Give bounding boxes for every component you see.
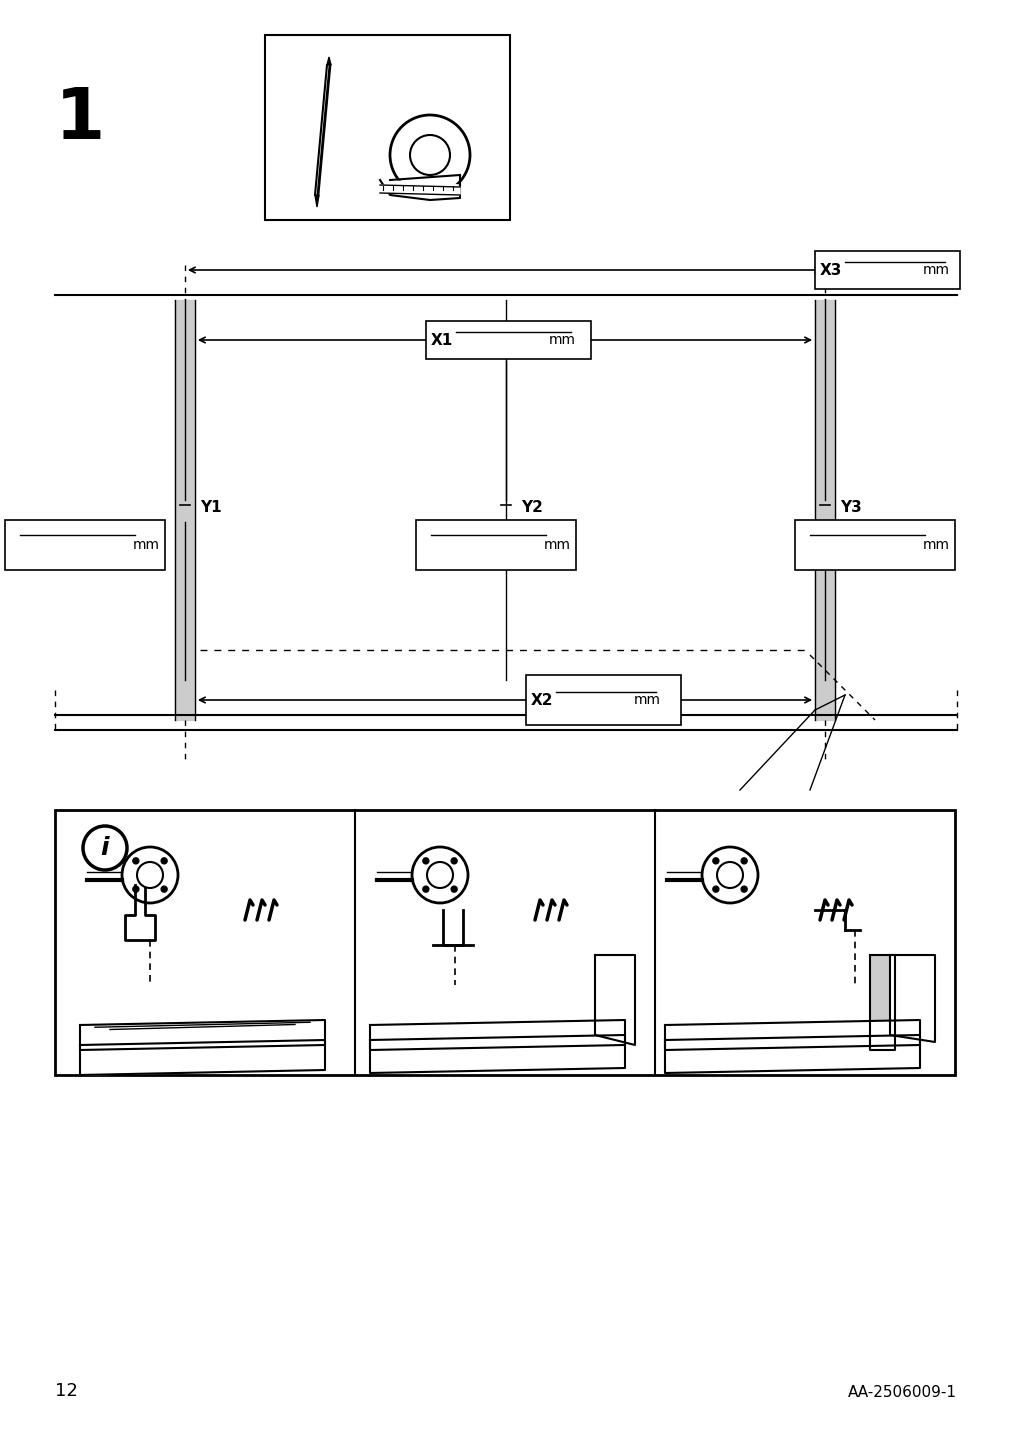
FancyBboxPatch shape (526, 674, 680, 725)
Circle shape (161, 858, 167, 863)
Circle shape (389, 115, 469, 195)
FancyBboxPatch shape (426, 321, 590, 359)
Text: X1: X1 (431, 332, 453, 348)
Text: 12: 12 (55, 1382, 78, 1400)
Polygon shape (889, 955, 934, 1042)
Polygon shape (664, 1020, 919, 1050)
Text: mm: mm (132, 538, 160, 551)
Circle shape (122, 846, 178, 904)
Circle shape (83, 826, 126, 871)
Circle shape (451, 886, 457, 892)
FancyBboxPatch shape (814, 251, 959, 289)
Circle shape (132, 858, 139, 863)
FancyBboxPatch shape (5, 520, 165, 570)
Polygon shape (594, 955, 634, 1045)
Text: Y3: Y3 (839, 500, 861, 516)
Circle shape (716, 862, 742, 888)
FancyBboxPatch shape (416, 520, 575, 570)
Circle shape (740, 886, 746, 892)
Polygon shape (370, 1020, 625, 1050)
Circle shape (423, 886, 429, 892)
Circle shape (427, 862, 453, 888)
Polygon shape (80, 1040, 325, 1075)
Polygon shape (869, 955, 894, 1050)
Circle shape (161, 886, 167, 892)
Circle shape (409, 135, 450, 175)
Polygon shape (314, 195, 318, 208)
Text: mm: mm (633, 693, 660, 707)
Text: X2: X2 (531, 693, 553, 707)
Polygon shape (80, 1020, 325, 1050)
Circle shape (712, 886, 718, 892)
Polygon shape (664, 1035, 919, 1073)
Text: mm: mm (922, 538, 949, 551)
Polygon shape (379, 180, 460, 200)
Text: 1: 1 (55, 84, 105, 155)
Text: Y1: Y1 (200, 500, 221, 516)
Circle shape (136, 862, 163, 888)
Circle shape (411, 846, 467, 904)
Circle shape (702, 846, 757, 904)
Polygon shape (327, 57, 331, 64)
Circle shape (132, 886, 139, 892)
Circle shape (740, 858, 746, 863)
Polygon shape (814, 299, 834, 720)
Circle shape (712, 858, 718, 863)
Bar (265, 34, 510, 221)
Text: mm: mm (922, 263, 949, 276)
FancyBboxPatch shape (795, 520, 954, 570)
Polygon shape (175, 299, 195, 720)
Polygon shape (379, 185, 460, 195)
Text: mm: mm (548, 334, 575, 347)
Text: mm: mm (544, 538, 570, 551)
Text: i: i (100, 836, 109, 861)
Text: Y2: Y2 (521, 500, 542, 516)
Bar (55, 811, 954, 1075)
Polygon shape (370, 1035, 625, 1073)
Text: AA-2506009-1: AA-2506009-1 (847, 1385, 956, 1400)
Text: X3: X3 (819, 262, 841, 278)
Circle shape (423, 858, 429, 863)
Circle shape (451, 858, 457, 863)
